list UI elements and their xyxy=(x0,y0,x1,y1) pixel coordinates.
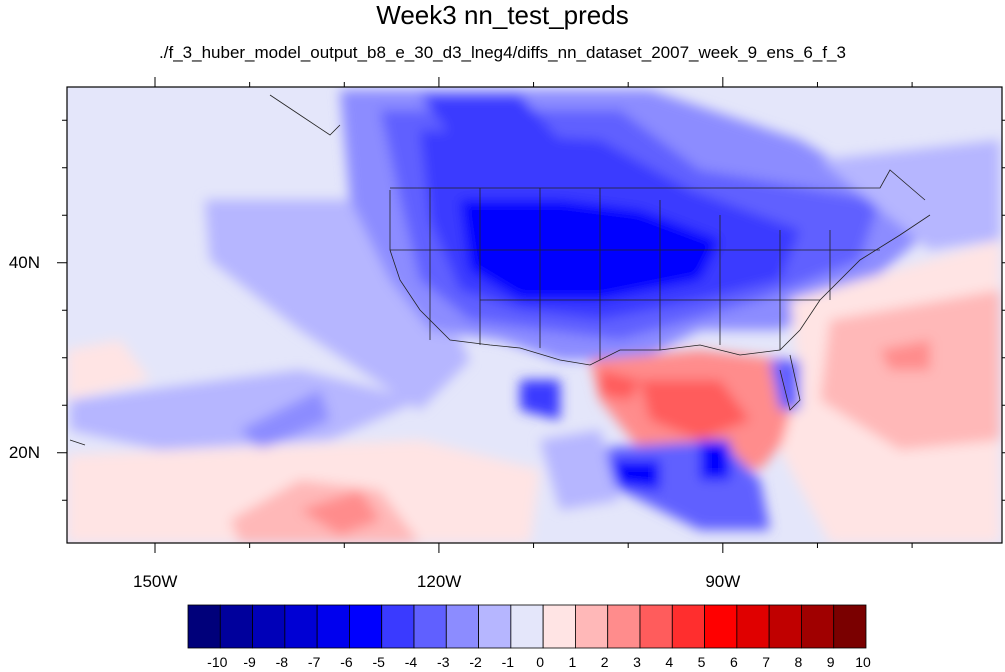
colorbar-swatch xyxy=(510,604,544,649)
colorbar-swatch xyxy=(736,604,770,649)
colorbar-swatch xyxy=(252,604,286,649)
colorbar-swatch xyxy=(284,604,318,649)
y-tick-label: 40N xyxy=(8,252,40,272)
colorbar-label: -10 xyxy=(207,654,228,670)
colorbar-label: -4 xyxy=(404,654,418,670)
colorbar-label: 6 xyxy=(729,654,738,670)
colorbar-swatch xyxy=(768,604,802,649)
colorbar-label: 2 xyxy=(600,654,609,670)
colorbar-swatch xyxy=(381,604,415,649)
colorbar-swatch xyxy=(833,604,867,649)
colorbar-label: -5 xyxy=(372,654,385,670)
colorbar-swatch xyxy=(639,604,673,649)
colorbar-label: 10 xyxy=(855,654,871,670)
colorbar-swatch xyxy=(575,604,609,649)
colorbar-swatch xyxy=(445,604,479,649)
x-tick-label: 120W xyxy=(416,572,462,591)
colorbar-label: -1 xyxy=(501,654,515,670)
x-tick-label: 90W xyxy=(705,572,741,591)
map-subtitle: ./f_3_huber_model_output_b8_e_30_d3_lneg… xyxy=(159,43,846,62)
colorbar-swatch xyxy=(316,604,350,649)
colorbar-label: 7 xyxy=(762,654,771,670)
colorbar-label: 9 xyxy=(826,654,835,670)
map-field xyxy=(67,87,1002,543)
colorbar xyxy=(187,604,867,649)
colorbar-swatch xyxy=(413,604,447,649)
colorbar-label: 1 xyxy=(568,654,577,670)
colorbar-swatch xyxy=(187,604,221,649)
colorbar-swatch xyxy=(219,604,253,649)
colorbar-swatch xyxy=(478,604,512,649)
colorbar-label: 4 xyxy=(665,654,674,670)
colorbar-label: 3 xyxy=(633,654,641,670)
colorbar-label: -6 xyxy=(340,654,353,670)
colorbar-label: -7 xyxy=(307,654,321,670)
colorbar-label: -2 xyxy=(469,654,482,670)
colorbar-label: 0 xyxy=(536,654,545,670)
colorbar-label: -3 xyxy=(437,654,450,670)
y-tick-label: 20N xyxy=(8,442,40,462)
plot-frame xyxy=(66,86,1003,544)
colorbar-swatch xyxy=(349,604,383,649)
colorbar-swatch xyxy=(671,604,705,649)
colorbar-swatch xyxy=(801,604,835,649)
colorbar-label: -9 xyxy=(243,654,256,670)
map-title: Week3 nn_test_preds xyxy=(376,0,629,30)
x-tick-label: 150W xyxy=(133,572,178,591)
colorbar-label: 5 xyxy=(697,654,706,670)
colorbar-swatch xyxy=(704,604,738,649)
colorbar-swatch xyxy=(542,604,576,649)
colorbar-swatch xyxy=(607,604,641,649)
colorbar-label: -8 xyxy=(275,654,289,670)
colorbar-label: 8 xyxy=(794,654,803,670)
